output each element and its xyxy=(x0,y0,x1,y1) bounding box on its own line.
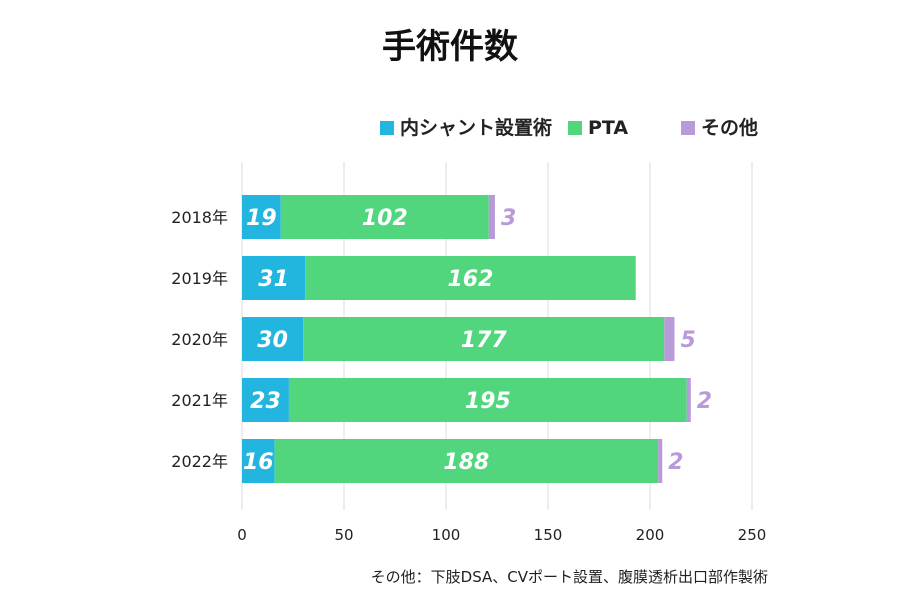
data-label: 3 xyxy=(501,206,516,231)
legend-label: PTA xyxy=(588,117,628,139)
data-labels: 19 102 3 31 162 30 177 5 23 195 2 16 188 2 xyxy=(243,206,712,475)
x-tick-label: 50 xyxy=(334,526,353,544)
bar-segment xyxy=(305,256,636,300)
data-label: 188 xyxy=(443,450,489,475)
data-label: 177 xyxy=(461,328,508,353)
x-tick-label: 0 xyxy=(237,526,247,544)
category-label: 2022年 xyxy=(171,452,228,471)
bar-segment xyxy=(686,378,691,422)
bar-segment xyxy=(242,256,306,300)
data-label: 19 xyxy=(246,206,277,231)
x-tick-label: 100 xyxy=(432,526,461,544)
data-label: 162 xyxy=(448,267,494,292)
bar-segment xyxy=(242,378,289,422)
data-label: 5 xyxy=(680,328,695,353)
data-label: 102 xyxy=(362,206,408,231)
bar-segment xyxy=(280,195,489,239)
legend-swatch xyxy=(380,121,394,135)
bar-segment xyxy=(658,439,663,483)
legend-label: その他 xyxy=(701,116,758,139)
legend-swatch xyxy=(568,121,582,135)
x-tick-label: 250 xyxy=(738,526,767,544)
bar-segment xyxy=(242,195,281,239)
data-label: 2 xyxy=(668,450,683,475)
chart-title: 手術件数 xyxy=(382,27,518,67)
bar-segment xyxy=(288,378,687,422)
category-label: 2021年 xyxy=(171,391,228,410)
footnote: その他：下肢DSA、CVポート設置、腹膜透析出口部作製術 xyxy=(371,568,768,586)
data-label: 195 xyxy=(465,389,511,414)
data-label: 31 xyxy=(258,267,289,292)
category-labels: 2018年 2019年 2020年 2021年 2022年 xyxy=(171,208,228,471)
x-tick-label: 200 xyxy=(636,526,665,544)
x-tick-labels: 0 50 100 150 200 250 xyxy=(237,526,766,544)
legend: 内シャント設置術 PTA その他 xyxy=(380,116,758,139)
bar-segment xyxy=(488,195,495,239)
data-label: 30 xyxy=(257,328,288,353)
bars xyxy=(242,195,691,483)
bar-segment xyxy=(303,317,665,361)
legend-swatch xyxy=(681,121,695,135)
bar-segment xyxy=(242,317,304,361)
data-label: 2 xyxy=(697,389,712,414)
category-label: 2020年 xyxy=(171,330,228,349)
data-label: 23 xyxy=(250,389,281,414)
category-label: 2018年 xyxy=(171,208,228,227)
bar-segment xyxy=(242,439,275,483)
data-label: 16 xyxy=(243,450,274,475)
category-label: 2019年 xyxy=(171,269,228,288)
x-tick-label: 150 xyxy=(534,526,563,544)
legend-label: 内シャント設置術 xyxy=(400,116,552,139)
bar-segment xyxy=(664,317,675,361)
bar-segment xyxy=(274,439,659,483)
